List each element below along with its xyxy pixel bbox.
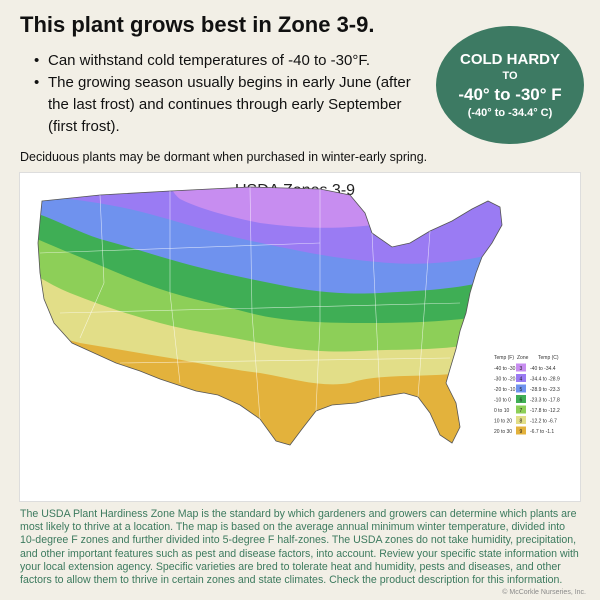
page-title: This plant grows best in Zone 3-9. <box>20 12 375 37</box>
legend-header-temp-f: Temp (F) <box>494 355 514 361</box>
legend-zone-number: 7 <box>520 408 523 414</box>
legend-swatch <box>516 405 526 414</box>
legend-temp-f: 0 to 10 <box>494 408 510 414</box>
legend-swatch <box>516 384 526 393</box>
legend-temp-c: -23.3 to -17.8 <box>530 398 560 404</box>
legend-swatch <box>516 374 526 382</box>
legend-swatch <box>516 363 526 372</box>
legend-swatch <box>516 395 526 403</box>
usda-map-svg: USDA Zones 3-9 Temp (F) Zone Temp (C) <box>37 182 560 446</box>
legend-zone-number: 9 <box>520 429 523 435</box>
legend-temp-c: -12.2 to -6.7 <box>530 419 557 425</box>
state-borders <box>39 186 461 420</box>
badge-line-4: (-40° to -34.4° C) <box>467 106 553 119</box>
legend-temp-c: -28.9 to -23.3 <box>530 387 560 393</box>
legend-temp-c: -6.7 to -1.1 <box>530 429 554 435</box>
legend-header-temp-c: Temp (C) <box>538 355 559 361</box>
zone-bands <box>38 187 502 445</box>
legend-temp-c: -17.8 to -12.2 <box>530 408 560 414</box>
legend-temp-f: -40 to -30 <box>494 366 516 372</box>
legend-temp-f: -30 to -20 <box>494 377 516 383</box>
bullet-list: Can withstand cold temperatures of -40 t… <box>34 50 424 138</box>
legend-zone-number: 8 <box>520 419 523 425</box>
zone-map-description: The USDA Plant Hardiness Zone Map is the… <box>20 508 579 587</box>
legend-swatch <box>516 416 526 424</box>
zone-map: USDA Zones 3-9 Temp (F) Zone Temp (C) <box>19 172 581 502</box>
badge-line-3: -40° to -30° F <box>458 84 562 104</box>
us-outline <box>37 186 503 446</box>
legend-zone-number: 4 <box>520 377 523 383</box>
bullet-item: Can withstand cold temperatures of -40 t… <box>34 50 424 72</box>
legend-temp-f: 20 to 30 <box>494 429 512 435</box>
legend-zone-number: 3 <box>520 366 523 372</box>
copyright-credit: © McCorkle Nurseries, Inc. <box>502 589 586 596</box>
legend-temp-f: -20 to -10 <box>494 387 516 393</box>
legend-zone-number: 5 <box>520 387 523 393</box>
legend-temp-f: 10 to 20 <box>494 419 512 425</box>
bullet-item: The growing season usually begins in ear… <box>34 72 424 138</box>
legend-zone-number: 6 <box>520 398 523 404</box>
legend-header-zone: Zone <box>517 355 529 361</box>
legend-temp-f: -10 to 0 <box>494 398 511 404</box>
legend-swatch <box>516 426 526 435</box>
legend-temp-c: -34.4 to -28.9 <box>530 377 560 383</box>
legend-temp-c: -40 to -34.4 <box>530 366 556 372</box>
badge-line-1: COLD HARDY <box>460 50 560 68</box>
map-legend: Temp (F) Zone Temp (C) -40 to -30 3 -40 to… <box>494 355 560 435</box>
cold-hardy-badge: COLD HARDY TO -40° to -30° F (-40° to -3… <box>436 26 584 144</box>
dormancy-note: Deciduous plants may be dormant when pur… <box>20 150 428 164</box>
badge-line-2: TO <box>502 69 518 82</box>
